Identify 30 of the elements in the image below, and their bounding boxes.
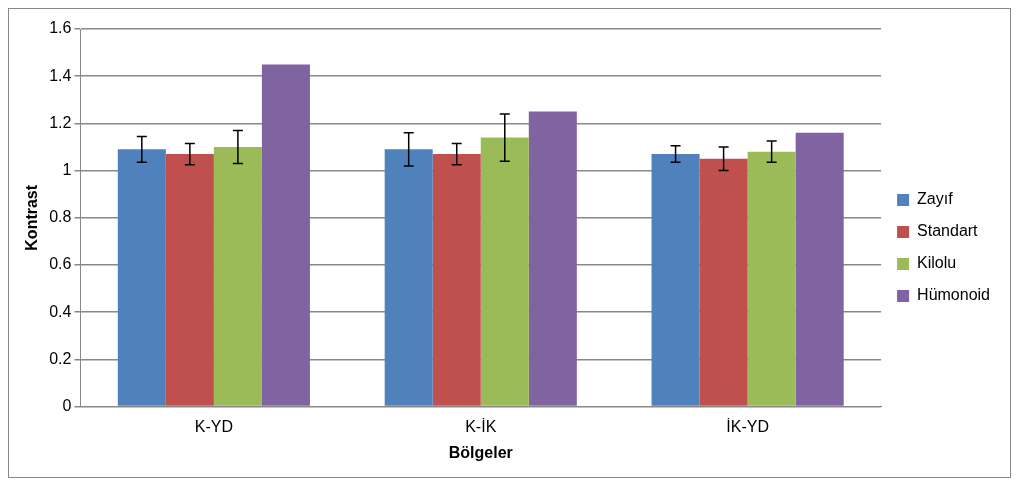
bar <box>261 64 310 406</box>
bar <box>117 149 166 406</box>
y-tick-label: 0 <box>62 397 72 415</box>
bar <box>747 151 796 406</box>
y-axis-title: Kontrast <box>23 184 41 251</box>
y-tick-label: 1.6 <box>49 19 72 37</box>
bar <box>528 111 577 406</box>
x-tick-label: K-İK <box>465 416 497 435</box>
y-tick-label: 1.4 <box>49 66 72 84</box>
bar <box>213 147 262 406</box>
bar <box>480 137 529 406</box>
bar <box>795 132 844 406</box>
y-tick-label: 0.6 <box>49 255 72 273</box>
bar <box>165 154 214 406</box>
bar <box>384 149 433 406</box>
legend-label: Zayıf <box>917 190 954 208</box>
legend-label: Hümonoid <box>917 286 991 304</box>
bar <box>432 154 481 406</box>
y-tick-label: 0.8 <box>49 208 72 226</box>
y-tick-label: 0.4 <box>49 302 72 320</box>
legend-label: Kilolu <box>917 254 957 272</box>
x-tick-label: İK-YD <box>726 416 769 435</box>
y-tick-label: 1 <box>62 161 72 179</box>
y-tick-label: 1.2 <box>49 113 72 131</box>
y-tick-label: 0.2 <box>49 349 72 367</box>
bar <box>699 158 748 406</box>
bar <box>651 154 700 406</box>
x-tick-label: K-YD <box>194 417 233 435</box>
x-axis-title: Bölgeler <box>448 443 513 461</box>
legend-label: Standart <box>917 222 979 240</box>
